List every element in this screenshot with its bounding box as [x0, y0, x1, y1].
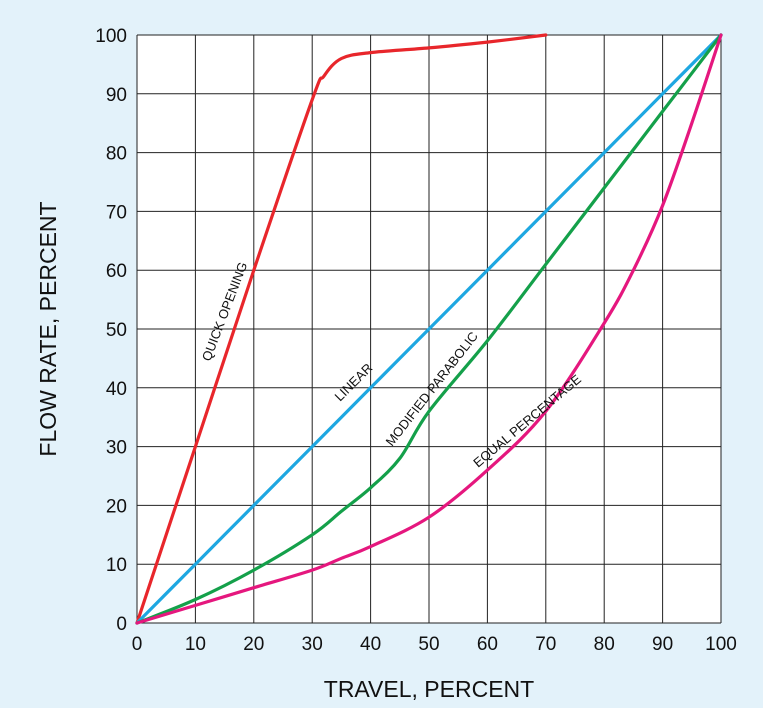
x-tick-label: 0	[132, 634, 143, 655]
x-tick-label: 80	[594, 634, 615, 655]
x-axis-title: TRAVEL, PERCENT	[324, 676, 534, 702]
x-tick-labels: 0 10 20 30 40 50 60 70 80 90 100	[132, 634, 737, 655]
y-tick-label: 10	[106, 555, 127, 576]
y-tick-label: 50	[106, 320, 127, 341]
y-tick-label: 70	[106, 202, 127, 223]
y-tick-label: 40	[106, 379, 127, 400]
x-tick-label: 50	[418, 634, 439, 655]
y-axis-title: FLOW RATE, PERCENT	[35, 201, 61, 456]
y-tick-labels: 0 10 20 30 40 50 60 70 80 90 100	[95, 26, 127, 635]
y-tick-label: 60	[106, 261, 127, 282]
x-tick-label: 30	[302, 634, 323, 655]
x-tick-label: 40	[360, 634, 381, 655]
x-tick-label: 10	[185, 634, 206, 655]
series-layer	[135, 33, 723, 625]
series-line-modified-parabolic	[135, 33, 723, 625]
y-tick-label: 90	[106, 85, 127, 106]
x-tick-label: 20	[243, 634, 264, 655]
series-line-equal-percentage	[135, 33, 723, 625]
x-tick-label: 60	[477, 634, 498, 655]
y-tick-label: 80	[106, 144, 127, 165]
y-tick-label: 0	[116, 614, 127, 635]
y-tick-label: 20	[106, 496, 127, 517]
x-tick-label: 90	[652, 634, 673, 655]
x-tick-label: 100	[705, 634, 737, 655]
x-tick-label: 70	[535, 634, 556, 655]
y-tick-label: 100	[95, 26, 127, 47]
series-line-linear	[135, 33, 723, 625]
series-line-quick-opening	[135, 33, 548, 625]
grid	[136, 34, 722, 624]
y-tick-label: 30	[106, 438, 127, 459]
